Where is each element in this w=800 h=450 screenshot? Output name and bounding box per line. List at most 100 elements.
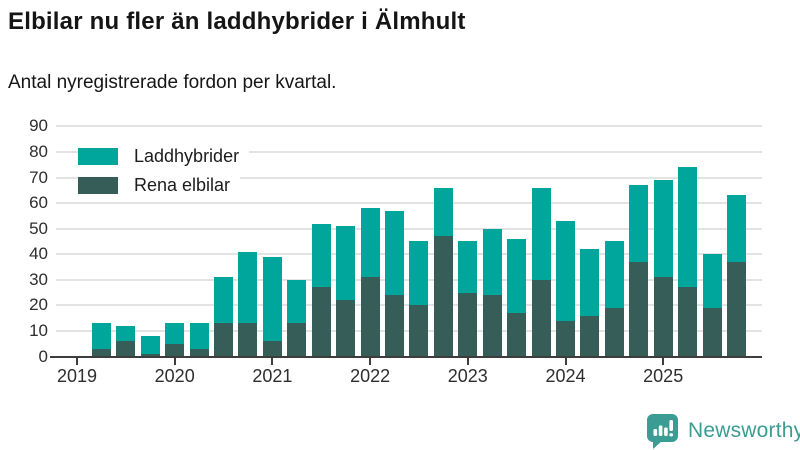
y-axis-label-30: 30 bbox=[29, 269, 48, 289]
bar-segment-rena-elbilar bbox=[678, 287, 698, 357]
bar-segment-laddhybrider bbox=[287, 279, 307, 324]
bar-segment-laddhybrider bbox=[165, 323, 185, 344]
y-axis-label-40: 40 bbox=[29, 244, 48, 264]
y-axis-label-50: 50 bbox=[29, 218, 48, 238]
bar-segment-rena-elbilar bbox=[116, 341, 136, 357]
gridline-30 bbox=[56, 278, 762, 281]
bar-segment-laddhybrider bbox=[385, 210, 405, 296]
x-axis-tick-2023 bbox=[466, 358, 469, 365]
bar-segment-laddhybrider bbox=[580, 249, 600, 316]
gridline-10 bbox=[56, 329, 762, 332]
gridline-90 bbox=[56, 125, 762, 128]
bar-segment-rena-elbilar bbox=[91, 348, 111, 357]
bar-segment-rena-elbilar bbox=[140, 353, 160, 357]
legend-swatch-rena-elbilar bbox=[78, 177, 118, 194]
bar-segment-rena-elbilar bbox=[726, 261, 746, 357]
bar-segment-laddhybrider bbox=[556, 221, 575, 321]
bar-segment-laddhybrider bbox=[482, 228, 502, 296]
bar-segment-rena-elbilar bbox=[214, 323, 234, 357]
page-title: Elbilar nu fler än laddhybrider i Älmhul… bbox=[8, 8, 466, 35]
bar-segment-laddhybrider bbox=[238, 251, 258, 324]
newsworthy-brand: Newsworthy bbox=[644, 412, 800, 449]
bar-segment-laddhybrider bbox=[726, 195, 746, 262]
bar-segment-rena-elbilar bbox=[702, 307, 722, 357]
legend-item-laddhybrider: Laddhybrider bbox=[78, 144, 250, 169]
legend-label-rena-elbilar: Rena elbilar bbox=[134, 175, 231, 195]
bar-segment-rena-elbilar bbox=[311, 287, 331, 357]
bar-segment-laddhybrider bbox=[433, 187, 453, 237]
bar-segment-rena-elbilar bbox=[482, 295, 502, 357]
bar-segment-laddhybrider bbox=[409, 241, 429, 306]
bar-segment-laddhybrider bbox=[91, 323, 111, 349]
bar-segment-laddhybrider bbox=[702, 254, 722, 308]
y-axis-label-20: 20 bbox=[29, 295, 48, 315]
x-axis-label-2019: 2019 bbox=[56, 366, 98, 386]
bar-segment-rena-elbilar bbox=[433, 236, 453, 357]
bar-segment-laddhybrider bbox=[336, 226, 356, 301]
brand-name: Newsworthy bbox=[688, 418, 800, 442]
gridline-70 bbox=[56, 176, 762, 179]
bar-segment-rena-elbilar bbox=[360, 277, 380, 357]
x-axis-label-2023: 2023 bbox=[447, 366, 488, 386]
bar-segment-rena-elbilar bbox=[336, 300, 356, 357]
y-axis-label-70: 70 bbox=[29, 167, 48, 187]
bar-segment-rena-elbilar bbox=[653, 277, 673, 357]
x-axis-tick-2020 bbox=[173, 358, 176, 365]
bar-segment-rena-elbilar bbox=[507, 313, 527, 357]
bar-segment-laddhybrider bbox=[604, 241, 624, 308]
bar-segment-laddhybrider bbox=[653, 180, 673, 278]
bar-segment-rena-elbilar bbox=[262, 341, 282, 357]
bar-segment-laddhybrider bbox=[629, 185, 649, 262]
x-axis-label-2020: 2020 bbox=[154, 366, 195, 386]
bar-segment-rena-elbilar bbox=[604, 307, 624, 357]
x-axis-tick-2019 bbox=[76, 358, 78, 365]
gridline-50 bbox=[56, 227, 762, 230]
chart-subtitle: Antal nyregistrerade fordon per kvartal. bbox=[8, 72, 337, 93]
bar-segment-laddhybrider bbox=[262, 256, 282, 342]
bar-segment-laddhybrider bbox=[189, 323, 209, 349]
bar-segment-rena-elbilar bbox=[189, 348, 209, 357]
bar-segment-laddhybrider bbox=[116, 325, 136, 342]
bar-segment-laddhybrider bbox=[678, 167, 698, 288]
bar-segment-laddhybrider bbox=[458, 241, 478, 293]
newsworthy-logo-icon bbox=[647, 414, 678, 449]
gridline-40 bbox=[56, 253, 762, 256]
x-axis-label-2021: 2021 bbox=[252, 366, 293, 386]
bar-segment-rena-elbilar bbox=[165, 343, 185, 357]
bar-segment-laddhybrider bbox=[214, 277, 234, 324]
legend-swatch-laddhybrider bbox=[78, 148, 118, 165]
x-axis-tick-2024 bbox=[564, 358, 567, 365]
gridline-60 bbox=[56, 202, 762, 205]
bar-segment-laddhybrider bbox=[531, 187, 551, 280]
y-axis-label-60: 60 bbox=[29, 193, 48, 213]
gridline-80 bbox=[56, 151, 762, 154]
y-axis-label-90: 90 bbox=[29, 116, 48, 136]
bar-segment-rena-elbilar bbox=[409, 305, 429, 357]
x-axis-label-2024: 2024 bbox=[545, 366, 586, 386]
legend-item-rena-elbilar: Rena elbilar bbox=[78, 173, 241, 198]
legend-label-laddhybrider: Laddhybrider bbox=[134, 146, 240, 166]
x-axis-tick-2025 bbox=[662, 358, 665, 365]
x-axis-line bbox=[50, 355, 762, 358]
y-axis-label-80: 80 bbox=[29, 142, 48, 162]
bar-segment-rena-elbilar bbox=[458, 292, 478, 357]
x-axis-label-2022: 2022 bbox=[350, 366, 391, 386]
bar-segment-laddhybrider bbox=[311, 223, 331, 288]
bar-segment-rena-elbilar bbox=[531, 279, 551, 357]
bar-segment-rena-elbilar bbox=[287, 323, 307, 357]
bar-segment-rena-elbilar bbox=[385, 295, 405, 357]
y-axis-label-0: 0 bbox=[38, 346, 48, 366]
bar-segment-rena-elbilar bbox=[629, 261, 649, 357]
gridline-20 bbox=[56, 304, 762, 307]
bar-segment-rena-elbilar bbox=[556, 320, 575, 357]
y-axis-label-10: 10 bbox=[29, 320, 48, 340]
bar-segment-rena-elbilar bbox=[580, 315, 600, 357]
bar-segment-laddhybrider bbox=[507, 238, 527, 314]
bar-segment-laddhybrider bbox=[140, 336, 160, 354]
bar-segment-laddhybrider bbox=[360, 208, 380, 278]
bar-segment-rena-elbilar bbox=[238, 323, 258, 357]
x-axis-tick-2022 bbox=[369, 358, 372, 365]
x-axis-label-2025: 2025 bbox=[643, 366, 684, 386]
